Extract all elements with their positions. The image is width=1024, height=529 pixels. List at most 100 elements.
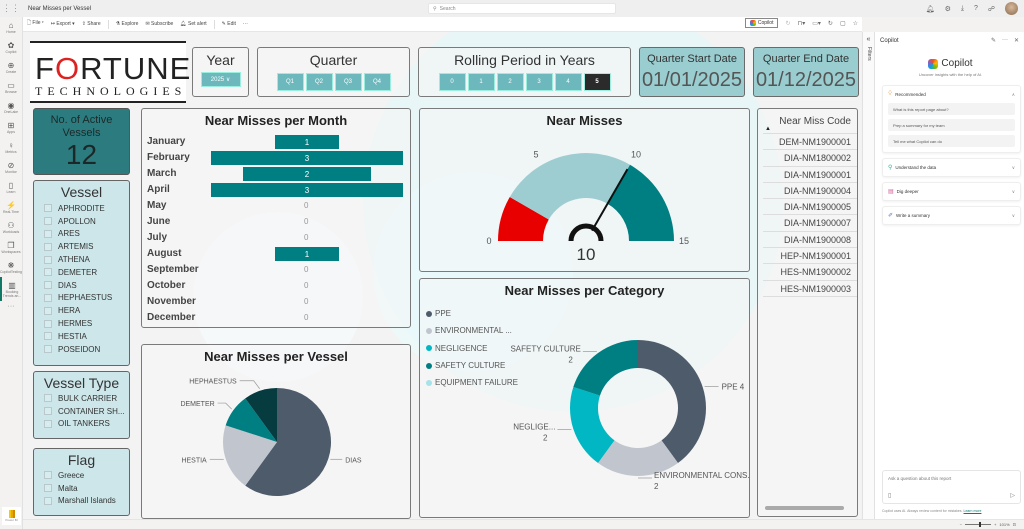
edit-button[interactable]: ✎ Edit [221,21,236,27]
bell-icon[interactable]: 🔔︎ [925,5,935,13]
checkbox[interactable] [44,484,52,493]
slice-hephaestus[interactable] [245,388,277,442]
export-menu[interactable]: ↦ Export ▾ [50,21,75,27]
slicer-item[interactable]: ATHENA [44,253,129,266]
share-people-icon[interactable]: ☍ [987,5,995,13]
copilot-button[interactable]: Copilot [744,18,779,28]
zoom-out-icon[interactable]: − [959,522,963,527]
suggestion-button[interactable]: Prep a summary for my team [888,119,1015,131]
nav-item-real-time[interactable]: ⚡ Real-Time [0,197,22,217]
checkbox[interactable] [44,319,52,328]
favorite-icon[interactable]: ☆ [852,20,858,27]
rolling-period-button-4[interactable]: 4 [554,73,582,91]
avatar[interactable] [1005,2,1018,15]
understand-data-section[interactable]: ⚲ Understand the data ∨ [882,158,1021,177]
learn-more-link[interactable]: Learn more [963,509,982,513]
nav-item-booking-trends-an[interactable]: ▥ Booking Trends an... [0,277,22,301]
checkbox[interactable] [44,268,52,277]
more-nav-items[interactable]: ··· [7,303,15,310]
nav-item-monitor[interactable]: ⊘ Monitor [0,157,22,177]
checkbox[interactable] [44,471,52,480]
sort-ascending-icon[interactable]: ▲ [765,126,771,132]
write-summary-section[interactable]: ✐ Write a summary ∨ [882,206,1021,225]
slicer-item[interactable]: APHRODITE [44,202,129,215]
checkbox[interactable] [44,242,52,251]
slicer-item[interactable]: ARTEMIS [44,240,129,253]
subscribe-button[interactable]: ✉ Subscribe [145,21,174,27]
slice-safety-culture[interactable] [573,340,638,396]
slicer-item[interactable]: HERMES [44,317,129,330]
set-alert-button[interactable]: 🔔︎ Set alert [180,21,207,27]
download-icon[interactable]: ⤓ [960,4,964,12]
slicer-item[interactable]: HESTIA [44,330,129,343]
nav-item-metrics[interactable]: ♀ Metrics [0,137,22,157]
slicer-item[interactable]: Greece [44,469,129,482]
checkbox[interactable] [44,255,52,264]
slicer-item[interactable]: HEPHAESTUS [44,292,129,305]
fit-page-icon[interactable]: ⊡ [1012,522,1016,527]
settings-icon[interactable]: ⚙ [944,5,951,13]
bookmark-icon[interactable]: ⊓▾ [797,20,806,27]
zoom-control[interactable]: − + 101% ⊡ [960,522,1016,527]
nav-item-workspaces[interactable]: ❐ Workspaces [0,237,22,257]
legend-item[interactable]: ENVIRONMENTAL ... [426,322,518,339]
rolling-period-button-1[interactable]: 1 [467,73,495,91]
power-bi-logo[interactable]: Power BI [2,507,21,525]
checkbox[interactable] [44,496,52,505]
new-chat-icon[interactable]: ✎ [990,38,996,44]
table-row[interactable]: HES-NM1900003 [763,281,857,297]
checkbox[interactable] [44,293,52,302]
refresh-icon[interactable]: ↻ [785,20,791,27]
quarter-button-q1[interactable]: Q1 [276,73,304,91]
suggestion-button[interactable]: What is this report page about? [888,103,1015,115]
month-bar[interactable]: 1 [275,135,339,149]
month-bar[interactable]: 3 [211,183,403,197]
nav-item-browse[interactable]: ▭ Browse [0,77,22,97]
nav-item-onelake[interactable]: ◉ OneLake [0,97,22,117]
rolling-period-button-2[interactable]: 2 [496,73,524,91]
slicer-item[interactable]: DIAS [44,279,129,292]
nav-item-learn[interactable]: ▯ Learn [0,177,22,197]
slicer-item[interactable]: Marshall Islands [44,495,129,508]
table-row[interactable]: DIA-NM1900008 [763,232,857,249]
slicer-item[interactable]: BULK CARRIER [44,392,129,405]
slicer-item[interactable]: ARES [44,228,129,241]
rolling-period-button-5[interactable]: 5 [583,73,611,91]
quarter-button-q3[interactable]: Q3 [334,73,362,91]
app-launcher-icon[interactable]: ⋮⋮ [2,3,20,13]
share-button[interactable]: ⇪ Share [81,21,101,27]
checkbox[interactable] [44,332,52,341]
rolling-period-button-0[interactable]: 0 [438,73,466,91]
table-row[interactable]: HEP-NM1900001 [763,248,857,265]
checkbox[interactable] [44,407,52,416]
quarter-button-q4[interactable]: Q4 [363,73,391,91]
slicer-item[interactable]: HERA [44,304,129,317]
nav-item-home[interactable]: ⌂ Home [0,17,22,37]
horizontal-scrollbar[interactable] [765,506,844,510]
nav-item-copilot[interactable]: ✿ Copilot [0,37,22,57]
checkbox[interactable] [44,345,52,354]
recommended-header[interactable]: 💡︎ Recommended ∧ [888,91,1015,97]
table-row[interactable]: DIA-NM1800002 [763,150,857,167]
month-bar[interactable]: 3 [211,151,403,165]
expand-filters-icon[interactable]: « [866,36,871,43]
month-bar[interactable]: 1 [275,247,339,261]
dig-deeper-section[interactable]: ▤ Dig deeper ∨ [882,182,1021,201]
checkbox[interactable] [44,419,52,428]
filters-pane-collapsed[interactable]: « Filters [863,32,875,519]
slicer-item[interactable]: Malta [44,482,129,495]
more-options-button[interactable]: ··· [242,21,248,27]
send-icon[interactable]: ▷ [1010,493,1015,499]
more-icon[interactable]: ··· [1001,37,1008,43]
legend-item[interactable]: PPE [426,305,518,322]
legend-item[interactable]: NEGLIGENCE [426,340,518,357]
slice-environmental-cons[interactable] [598,440,678,476]
checkbox[interactable] [44,217,52,226]
slice-dias[interactable] [245,388,331,496]
checkbox[interactable] [44,204,52,213]
checkbox[interactable] [44,306,52,315]
gauge-band-2[interactable] [607,164,675,241]
slice-ppe[interactable] [638,340,706,464]
quarter-button-q2[interactable]: Q2 [305,73,333,91]
slicer-item[interactable]: POSEIDON [44,343,129,356]
